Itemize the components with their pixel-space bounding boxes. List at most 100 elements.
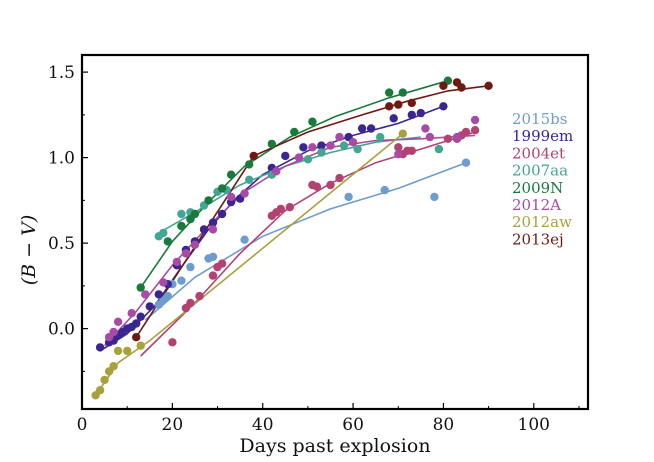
legend-entry: 2015bs <box>512 110 567 128</box>
point-2012aw-5 <box>113 346 123 356</box>
point-2009N-6 <box>217 184 227 193</box>
y-tick-label: 1.5 <box>48 63 75 83</box>
plot-frame <box>80 53 590 411</box>
x-tick-label: 0 <box>77 415 88 435</box>
point-1999em-22 <box>299 143 308 152</box>
point-2012A-15 <box>326 141 335 150</box>
point-2009N-4 <box>190 209 200 219</box>
point-2004et-13 <box>326 180 335 190</box>
point-2013ej-3 <box>394 100 403 109</box>
point-2009N-12 <box>385 88 394 97</box>
point-1999em-15 <box>199 225 209 234</box>
x-tick-label: 60 <box>342 415 364 435</box>
point-2012A-22 <box>470 115 480 125</box>
point-2012aw-1 <box>95 386 105 395</box>
point-2009N-11 <box>308 117 317 126</box>
point-2009N-0 <box>136 283 145 292</box>
point-2007aa-9 <box>303 155 313 164</box>
y-axis: 0.0 0.5 1.0 1.5 <box>48 63 88 372</box>
point-2012aw-2 <box>100 375 109 385</box>
point-2012A-3 <box>127 309 136 318</box>
point-2009N-8 <box>245 160 254 169</box>
legend-entry: 2012aw <box>512 213 572 231</box>
point-2009N-2 <box>177 221 186 231</box>
point-2012aw-4 <box>109 362 118 371</box>
point-2013ej-0 <box>132 333 141 342</box>
point-1999em-29 <box>416 108 425 118</box>
point-2009N-7 <box>226 170 236 179</box>
point-2015bs-9 <box>344 192 353 202</box>
y-tick-label: 0.5 <box>48 234 75 254</box>
point-2015bs-4 <box>177 276 186 285</box>
x-tick-label: 100 <box>518 415 550 435</box>
point-2004et-9 <box>276 204 285 214</box>
point-2007aa-1 <box>159 228 168 238</box>
point-2013ej-8 <box>484 81 493 91</box>
data-points <box>91 76 493 400</box>
point-2009N-9 <box>267 139 276 149</box>
point-1999em-30 <box>439 102 448 111</box>
legend-entry: 2013ej <box>512 230 564 248</box>
point-1999em-23 <box>317 141 326 150</box>
legend-entry: 2009N <box>512 179 563 197</box>
point-2012A-10 <box>226 192 236 202</box>
point-2004et-23 <box>470 126 480 135</box>
point-2015bs-12 <box>461 158 471 167</box>
legend: 2015bs1999em2004et2007aa2009N2012A2012aw… <box>512 110 573 248</box>
point-2013ej-7 <box>457 83 466 92</box>
point-1999em-16 <box>208 218 218 227</box>
point-2013ej-5 <box>439 81 448 91</box>
point-2012aw-6 <box>123 346 132 356</box>
point-2015bs-5 <box>186 262 195 272</box>
point-2009N-5 <box>204 196 213 205</box>
point-2004et-0 <box>168 338 177 347</box>
legend-entry: 1999em <box>512 127 573 145</box>
point-2004et-10 <box>285 203 294 212</box>
point-2012A-13 <box>294 153 304 162</box>
point-2012A-8 <box>190 240 200 249</box>
point-2012A-14 <box>308 143 317 152</box>
point-1999em-26 <box>366 124 376 133</box>
point-2004et-6 <box>217 259 227 268</box>
legend-entry: 2007aa <box>512 162 568 180</box>
x-axis-label: Days past explosion <box>239 435 430 457</box>
point-2015bs-8 <box>240 235 249 244</box>
point-2007aa-11 <box>339 141 349 150</box>
point-2004et-12 <box>312 182 322 191</box>
fit-line-2015bs <box>144 161 467 321</box>
point-2004et-15 <box>394 143 403 152</box>
point-2004et-2 <box>186 298 195 308</box>
y-tick-label: 0.0 <box>48 320 75 340</box>
point-2007aa-13 <box>376 132 385 142</box>
legend-entry: 2004et <box>512 144 565 162</box>
x-tick-label: 40 <box>252 415 274 435</box>
point-2004et-14 <box>335 173 344 183</box>
legend-entry: 2012A <box>512 196 561 214</box>
point-2012A-5 <box>159 278 168 287</box>
point-2013ej-2 <box>385 102 394 111</box>
point-2012A-17 <box>348 138 358 147</box>
point-2013ej-4 <box>407 98 416 108</box>
point-2007aa-14 <box>434 144 444 154</box>
point-2012A-2 <box>113 317 123 326</box>
point-2012A-19 <box>421 124 430 133</box>
y-axis-label: (B − V) <box>18 215 40 286</box>
point-2009N-1 <box>163 237 172 246</box>
y-tick-label: 1.0 <box>48 149 75 169</box>
fit-lines <box>94 79 489 396</box>
point-1999em-7 <box>132 319 141 328</box>
x-axis: 0 20 40 60 80 100 <box>77 403 580 435</box>
point-2007aa-7 <box>245 175 254 184</box>
x-tick-label: 20 <box>162 415 184 435</box>
point-2004et-4 <box>208 271 218 280</box>
point-2004et-18 <box>407 146 416 155</box>
point-2012A-1 <box>109 327 118 337</box>
point-1999em-10 <box>154 290 163 299</box>
point-2009N-13 <box>398 88 407 97</box>
point-2004et-3 <box>195 291 204 301</box>
point-2012A-18 <box>394 150 403 159</box>
point-2015bs-2 <box>163 291 172 301</box>
point-1999em-25 <box>357 124 367 133</box>
point-2012aw-7 <box>136 341 145 350</box>
point-2012A-6 <box>172 257 182 267</box>
